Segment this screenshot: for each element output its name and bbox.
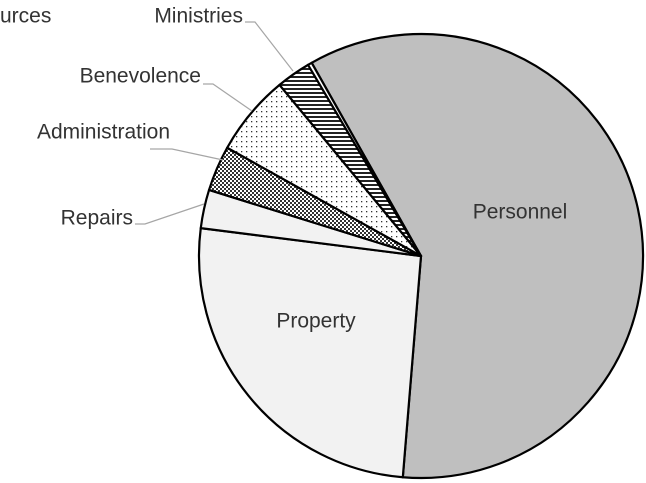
pie-slice: [306, 61, 423, 258]
leader-line: [245, 21, 294, 72]
slice-label: Administration: [37, 121, 170, 144]
leader-line: [203, 83, 253, 112]
slice-label: Property: [276, 310, 356, 333]
slice-label: Repairs: [61, 207, 133, 230]
slice-label: urces: [0, 5, 51, 28]
pie-slice: [310, 32, 645, 480]
slice-label: Ministries: [154, 5, 243, 28]
slice-label: Benevolence: [80, 65, 201, 88]
pie-slice: [197, 226, 423, 479]
leader-line: [150, 148, 224, 161]
slice-label: Personnel: [473, 201, 568, 224]
leader-line: [135, 203, 205, 225]
